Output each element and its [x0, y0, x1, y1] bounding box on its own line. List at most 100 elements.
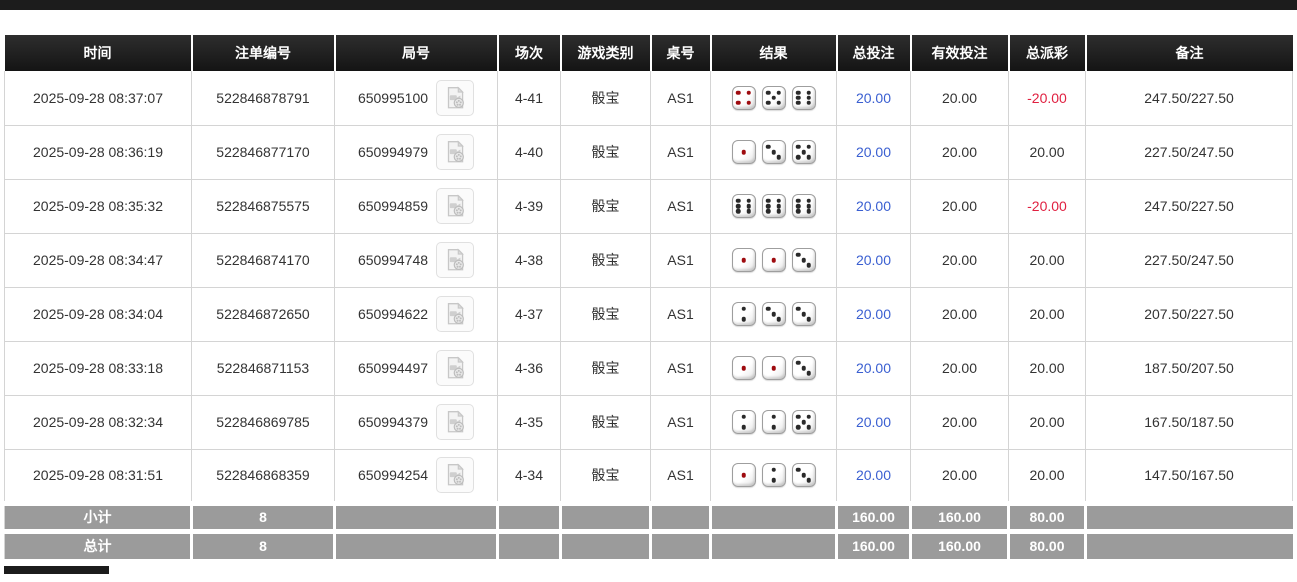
- bottom-black-bar: [4, 566, 109, 574]
- cell-session: 4-35: [497, 395, 561, 450]
- cell-result: [710, 449, 837, 504]
- round-id-text: 650994254: [357, 467, 429, 483]
- grand-total-row: 总计 8 160.00 160.00 80.00: [4, 528, 1293, 559]
- cell-round-id: 650994622: [334, 287, 498, 342]
- cell-time: 2025-09-28 08:34:47: [4, 233, 192, 288]
- die-face-5: [761, 85, 786, 110]
- cell-bet-id: 522846878791: [191, 71, 335, 126]
- video-replay-button[interactable]: [436, 134, 475, 170]
- cell-table-no: AS1: [650, 287, 711, 342]
- cell-remark: 227.50/247.50: [1085, 125, 1293, 180]
- cell-session: 4-34: [497, 449, 561, 504]
- cell-session: 4-36: [497, 341, 561, 396]
- cell-table-no: AS1: [650, 395, 711, 450]
- cell-remark: 247.50/227.50: [1085, 179, 1293, 234]
- video-file-icon: [447, 248, 464, 271]
- die-face-1: [761, 248, 786, 272]
- table-row: 2025-09-28 08:33:18 522846871153 650994497…: [4, 341, 1293, 396]
- column-header-session: 场次: [497, 35, 562, 71]
- footer-cell-game-type: [560, 528, 652, 559]
- cell-total-bet: 20.00: [836, 71, 911, 126]
- round-id-text: 650994379: [357, 414, 429, 430]
- video-replay-button[interactable]: [436, 79, 475, 116]
- cell-total-bet: 20.00: [836, 125, 911, 180]
- cell-bet-id: 522846871153: [191, 341, 335, 396]
- cell-game-type: 骰宝: [560, 71, 651, 126]
- round-id-text: 650995100: [357, 89, 429, 106]
- table-row: 2025-09-28 08:34:47 522846874170 650994748…: [4, 233, 1293, 288]
- dice-result: [711, 248, 836, 272]
- die-face-6: [731, 194, 756, 218]
- dice-result: [711, 85, 836, 110]
- cell-remark: 227.50/247.50: [1085, 233, 1293, 288]
- footer-cell-table-no: [650, 500, 712, 531]
- die-face-1: [731, 140, 756, 164]
- footer-cell-game-type: [560, 500, 652, 531]
- cell-game-type: 骰宝: [560, 341, 651, 396]
- dice-result: [711, 463, 836, 487]
- cell-round-id: 650995100: [334, 71, 498, 126]
- footer-cell-bet-id: 8: [191, 528, 336, 559]
- footer-cell-round-id: [334, 500, 499, 531]
- footer-cell-valid-bet: 160.00: [910, 528, 1010, 559]
- column-header-result: 结果: [710, 35, 838, 71]
- video-replay-button[interactable]: [436, 188, 475, 224]
- die-face-2: [761, 410, 786, 434]
- cell-bet-id: 522846875575: [191, 179, 335, 234]
- footer-cell-payout: 80.00: [1008, 528, 1087, 559]
- video-file-icon: [447, 86, 464, 109]
- footer-cell-table-no: [650, 528, 712, 559]
- cell-valid-bet: 20.00: [910, 233, 1009, 288]
- cell-remark: 187.50/207.50: [1085, 341, 1293, 396]
- cell-time: 2025-09-28 08:31:51: [4, 449, 192, 504]
- cell-payout: 20.00: [1008, 449, 1086, 504]
- cell-round-id: 650994748: [334, 233, 498, 288]
- column-header-table-no: 桌号: [650, 35, 712, 71]
- cell-round-id: 650994497: [334, 341, 498, 396]
- video-replay-button[interactable]: [436, 350, 475, 386]
- cell-valid-bet: 20.00: [910, 287, 1009, 342]
- footer-cell-session: [497, 528, 562, 559]
- cell-time: 2025-09-28 08:34:04: [4, 287, 192, 342]
- cell-payout: -20.00: [1008, 179, 1086, 234]
- footer-cell-payout: 80.00: [1008, 500, 1087, 531]
- round-id-text: 650994497: [357, 360, 429, 376]
- column-header-time: 时间: [4, 35, 193, 71]
- video-replay-button[interactable]: [436, 457, 475, 493]
- cell-bet-id: 522846877170: [191, 125, 335, 180]
- round-id-text: 650994859: [357, 198, 429, 214]
- table-row: 2025-09-28 08:36:19 522846877170 650994979…: [4, 125, 1293, 180]
- cell-valid-bet: 20.00: [910, 395, 1009, 450]
- cell-session: 4-37: [497, 287, 561, 342]
- cell-table-no: AS1: [650, 449, 711, 504]
- die-face-3: [791, 302, 816, 326]
- cell-result: [710, 71, 837, 126]
- video-replay-button[interactable]: [436, 296, 475, 332]
- die-face-3: [791, 356, 816, 380]
- dice-result: [711, 302, 836, 326]
- column-header-bet-id: 注单编号: [191, 35, 336, 71]
- video-replay-button[interactable]: [436, 404, 475, 440]
- die-face-1: [761, 356, 786, 380]
- video-replay-button[interactable]: [436, 242, 475, 278]
- dice-result: [711, 140, 836, 164]
- cell-remark: 167.50/187.50: [1085, 395, 1293, 450]
- cell-table-no: AS1: [650, 71, 711, 126]
- cell-session: 4-40: [497, 125, 561, 180]
- video-file-icon: [447, 410, 464, 433]
- cell-total-bet: 20.00: [836, 179, 911, 234]
- cell-game-type: 骰宝: [560, 287, 651, 342]
- cell-result: [710, 125, 837, 180]
- cell-total-bet: 20.00: [836, 233, 911, 288]
- cell-time: 2025-09-28 08:36:19: [4, 125, 192, 180]
- footer-cell-time: 小计: [4, 500, 193, 531]
- top-black-bar: [0, 0, 1297, 10]
- cell-round-id: 650994859: [334, 179, 498, 234]
- round-id-text: 650994979: [357, 144, 429, 160]
- footer-cell-total-bet: 160.00: [836, 500, 912, 531]
- cell-table-no: AS1: [650, 341, 711, 396]
- cell-result: [710, 287, 837, 342]
- cell-result: [710, 395, 837, 450]
- table-row: 2025-09-28 08:32:34 522846869785 650994379…: [4, 395, 1293, 450]
- video-file-icon: [447, 356, 464, 379]
